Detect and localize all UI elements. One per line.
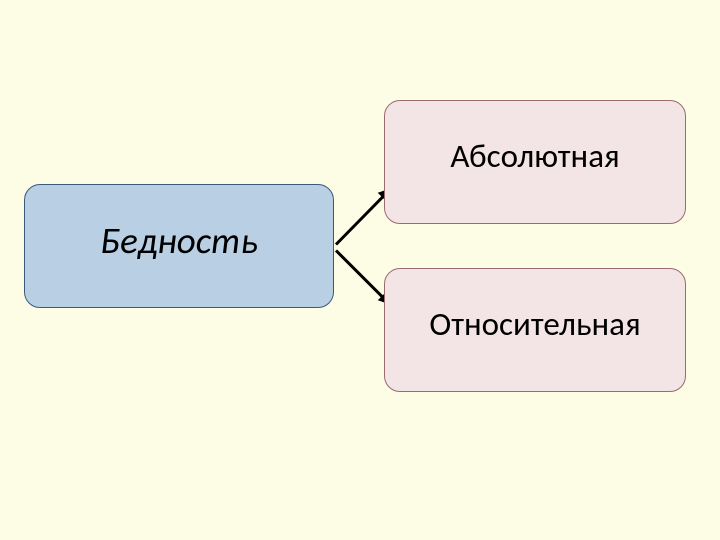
diagram-canvas: Бедность Абсолютная Относительная: [0, 0, 720, 540]
node-root: Бедность: [24, 184, 334, 308]
edge-line: [335, 249, 384, 298]
node-label: Абсолютная: [450, 136, 619, 188]
node-label: Относительная: [429, 304, 640, 356]
node-absolute: Абсолютная: [384, 100, 686, 224]
node-relative: Относительная: [384, 268, 686, 392]
edge-line: [335, 195, 385, 245]
node-label: Бедность: [100, 218, 257, 275]
